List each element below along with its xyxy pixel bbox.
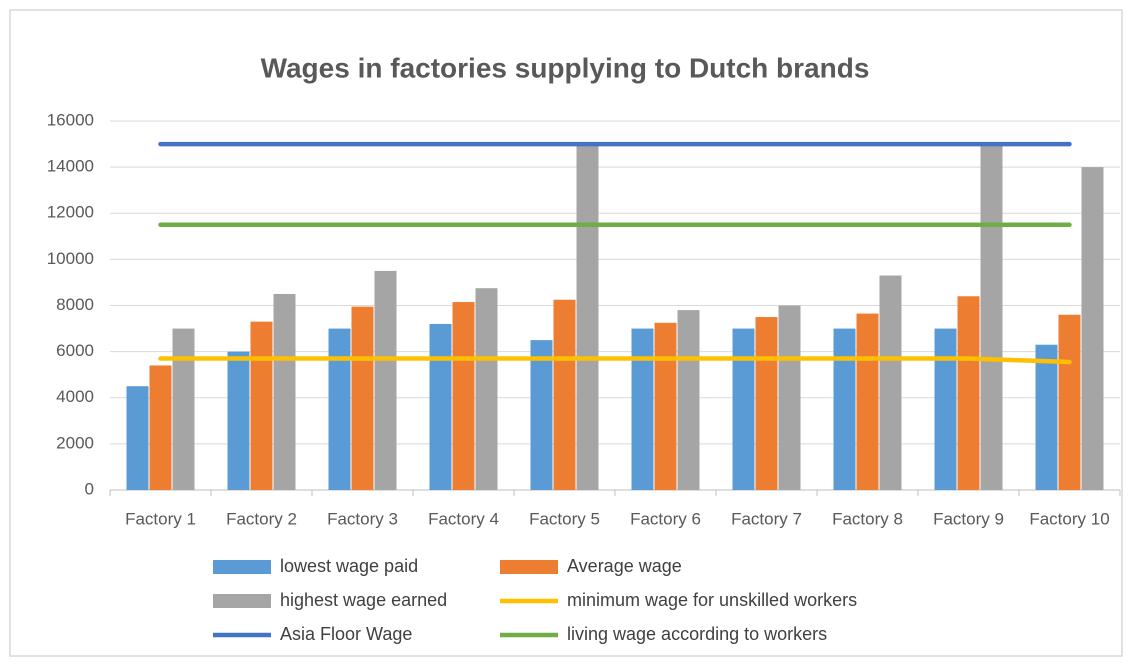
bar: [778, 305, 801, 490]
bar: [227, 351, 250, 490]
bar: [856, 313, 879, 490]
bar: [654, 322, 677, 490]
bar: [149, 365, 172, 490]
bar: [576, 144, 599, 490]
lines: [158, 141, 1072, 365]
y-tick-label: 2000: [56, 433, 94, 452]
bar: [957, 296, 980, 490]
y-tick-label: 4000: [56, 387, 94, 406]
x-tick-label: Factory 4: [428, 509, 499, 528]
bar: [631, 328, 654, 490]
bar: [351, 306, 374, 490]
bar: [475, 288, 498, 490]
legend-label: living wage according to workers: [567, 624, 827, 644]
legend-label: minimum wage for unskilled workers: [567, 590, 857, 610]
x-tick-label: Factory 8: [832, 509, 903, 528]
bar: [755, 317, 778, 490]
bar: [1058, 314, 1081, 490]
legend-label: Average wage: [567, 556, 682, 576]
legend-label: lowest wage paid: [280, 556, 418, 576]
x-tick-label: Factory 3: [327, 509, 398, 528]
bar: [1035, 344, 1058, 490]
bar: [374, 270, 397, 490]
x-tick-label: Factory 5: [529, 509, 600, 528]
y-tick-label: 10000: [47, 249, 94, 268]
bar: [172, 328, 195, 490]
legend-label: highest wage earned: [280, 590, 447, 610]
legend-label: Asia Floor Wage: [280, 624, 412, 644]
bar: [452, 302, 475, 490]
x-tick-label: Factory 7: [731, 509, 802, 528]
bar: [429, 323, 452, 490]
line: [158, 356, 1072, 365]
y-tick-label: 0: [85, 479, 94, 498]
y-tick-label: 8000: [56, 295, 94, 314]
bar: [980, 144, 1003, 490]
x-tick-label: Factory 10: [1029, 509, 1109, 528]
y-tick-label: 14000: [47, 157, 94, 176]
y-tick-label: 16000: [47, 110, 94, 129]
legend: lowest wage paid Average wage highest wage…: [213, 556, 857, 644]
bar: [553, 299, 576, 490]
x-tick-label: Factory 1: [125, 509, 196, 528]
legend-swatch: [213, 594, 271, 608]
bar: [530, 340, 553, 490]
x-tick-label: Factory 6: [630, 509, 701, 528]
x-tick-label: Factory 2: [226, 509, 297, 528]
bar: [250, 321, 273, 490]
bar: [833, 328, 856, 490]
chart-title: Wages in factories supplying to Dutch br…: [261, 52, 870, 83]
y-tick-label: 6000: [56, 341, 94, 360]
bar: [328, 328, 351, 490]
y-tick-label: 12000: [47, 203, 94, 222]
bars: [126, 144, 1104, 490]
legend-swatch: [213, 560, 271, 574]
bar: [273, 293, 296, 490]
x-tick-label: Factory 9: [933, 509, 1004, 528]
bar: [126, 386, 149, 490]
bar: [1081, 167, 1104, 490]
bar: [879, 275, 902, 490]
legend-swatch: [500, 560, 558, 574]
bar: [732, 328, 755, 490]
bar: [934, 328, 957, 490]
bar: [677, 310, 700, 490]
